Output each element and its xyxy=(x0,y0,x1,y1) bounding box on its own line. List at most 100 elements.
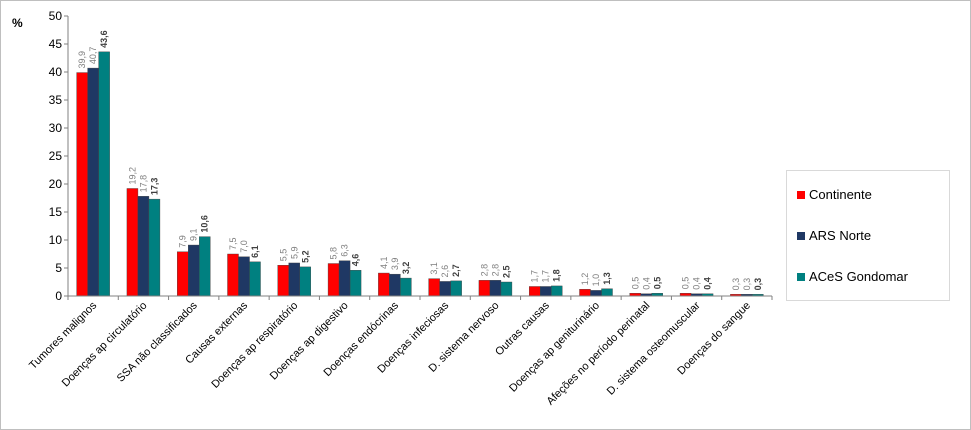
bar-0-6 xyxy=(378,272,390,297)
y-tick-label: 45 xyxy=(49,37,63,51)
data-label-1-8: 2,8 xyxy=(490,264,500,277)
bar-2-4 xyxy=(299,266,311,297)
bar-1-3 xyxy=(238,256,250,297)
data-label-0-0: 39,9 xyxy=(77,51,87,69)
legend-swatch-1 xyxy=(797,231,805,240)
legend-item-2: ACeS Gondomar xyxy=(797,269,908,284)
x-tick-label: Afeções no período perinatal xyxy=(544,300,652,408)
bar-1-9 xyxy=(540,286,552,297)
data-label-2-4: 5,2 xyxy=(300,250,310,263)
x-tick-label: Doenças ap circulatório xyxy=(60,300,150,390)
data-label-0-4: 5,5 xyxy=(278,249,288,262)
data-label-0-5: 5,8 xyxy=(329,247,339,260)
bar-0-2 xyxy=(177,251,189,297)
y-tick-label: 50 xyxy=(49,9,63,23)
bar-0-9 xyxy=(529,286,541,297)
bar-2-10 xyxy=(601,288,613,297)
data-label-2-13: 0,3 xyxy=(753,278,763,291)
data-label-0-8: 2,8 xyxy=(479,264,489,277)
bar-0-4 xyxy=(277,265,289,297)
bar-1-1 xyxy=(137,196,150,297)
bar-1-5 xyxy=(338,260,351,297)
data-label-2-8: 2,5 xyxy=(501,265,511,278)
bars-group xyxy=(76,51,764,297)
legend-label-0: Continente xyxy=(809,187,872,202)
y-tick-label: 25 xyxy=(49,149,63,163)
data-label-2-1: 17,3 xyxy=(149,178,159,196)
y-tick-label: 15 xyxy=(49,205,63,219)
data-label-2-7: 2,7 xyxy=(451,264,461,277)
y-tick-label: 35 xyxy=(49,93,63,107)
data-label-2-2: 10,6 xyxy=(200,215,210,233)
bar-0-1 xyxy=(126,188,139,297)
bar-2-3 xyxy=(249,261,261,297)
data-label-1-2: 9,1 xyxy=(189,229,199,242)
x-tick-label: D. sistema osteomuscular xyxy=(605,299,703,397)
legend-label-2: ACeS Gondomar xyxy=(809,269,908,284)
y-axis: 0 5 10 15 20 25 30 35 40 45 50 xyxy=(49,9,69,303)
data-label-0-11: 0,5 xyxy=(630,277,640,290)
data-label-2-5: 4,6 xyxy=(351,254,361,267)
bar-2-9 xyxy=(551,285,563,297)
legend: Continente ARS Norte ACeS Gondomar xyxy=(786,170,950,301)
bar-1-8 xyxy=(489,280,502,297)
data-label-1-6: 3,9 xyxy=(390,258,400,271)
data-label-2-0: 43,6 xyxy=(99,30,109,48)
data-label-2-12: 0,4 xyxy=(703,277,713,290)
bar-1-10 xyxy=(590,290,602,297)
data-label-0-3: 7,5 xyxy=(228,237,238,250)
legend-item-1: ARS Norte xyxy=(797,228,871,243)
data-label-0-13: 0,3 xyxy=(731,278,741,291)
data-label-0-1: 19,2 xyxy=(127,167,137,185)
data-label-1-0: 40,7 xyxy=(88,47,98,65)
data-label-1-12: 0,4 xyxy=(692,277,702,290)
data-label-1-13: 0,3 xyxy=(742,278,752,291)
y-tick-label: 0 xyxy=(55,289,62,303)
y-tick-label: 20 xyxy=(49,177,63,191)
y-axis-unit-label: % xyxy=(12,16,23,30)
y-tick-label: 30 xyxy=(49,121,63,135)
bar-0-5 xyxy=(327,263,340,297)
data-label-1-1: 17,8 xyxy=(138,175,148,193)
data-label-0-12: 0,5 xyxy=(681,277,691,290)
data-label-1-11: 0,4 xyxy=(641,277,651,290)
bar-1-2 xyxy=(188,244,200,297)
y-tick-label: 10 xyxy=(49,233,63,247)
y-tick-label: 40 xyxy=(49,65,63,79)
data-label-0-2: 7,9 xyxy=(178,235,188,248)
data-label-0-7: 3,1 xyxy=(429,262,439,275)
data-label-0-9: 1,7 xyxy=(530,270,540,283)
bar-2-1 xyxy=(148,198,161,297)
bar-2-2 xyxy=(199,236,211,297)
legend-label-1: ARS Norte xyxy=(809,228,872,243)
legend-swatch-0 xyxy=(797,190,805,199)
data-label-1-9: 1,7 xyxy=(541,270,551,283)
data-label-1-3: 7,0 xyxy=(239,240,249,253)
legend-item-0: Continente xyxy=(797,187,872,202)
y-tick-label: 5 xyxy=(55,261,62,275)
bar-0-0 xyxy=(76,72,88,297)
data-label-1-4: 5,9 xyxy=(289,246,299,259)
data-label-2-10: 1,3 xyxy=(602,272,612,285)
bar-1-6 xyxy=(389,273,401,297)
x-tick-label: Doenças ap respiratório xyxy=(209,300,300,391)
bar-2-5 xyxy=(349,270,362,297)
data-label-2-3: 6,1 xyxy=(250,245,260,258)
bar-2-0 xyxy=(98,51,110,297)
data-label-1-10: 1,0 xyxy=(591,274,601,287)
bar-2-7 xyxy=(450,280,462,297)
data-label-2-6: 3,2 xyxy=(401,262,411,275)
x-tick-label: Doenças ap geniturinário xyxy=(507,300,602,395)
data-label-1-5: 6,3 xyxy=(340,244,350,257)
data-label-0-6: 4,1 xyxy=(379,257,389,270)
bar-0-8 xyxy=(478,280,491,297)
bar-0-10 xyxy=(579,289,591,297)
bar-0-3 xyxy=(227,253,239,297)
bar-1-0 xyxy=(87,67,99,297)
bar-1-7 xyxy=(439,281,451,297)
data-labels-group: 39,9 40,743,6 19,2 17,8 17,3 7,99,110,6 7,5 7,0… xyxy=(77,30,763,290)
bar-0-7 xyxy=(428,278,440,297)
bar-2-6 xyxy=(400,277,412,297)
